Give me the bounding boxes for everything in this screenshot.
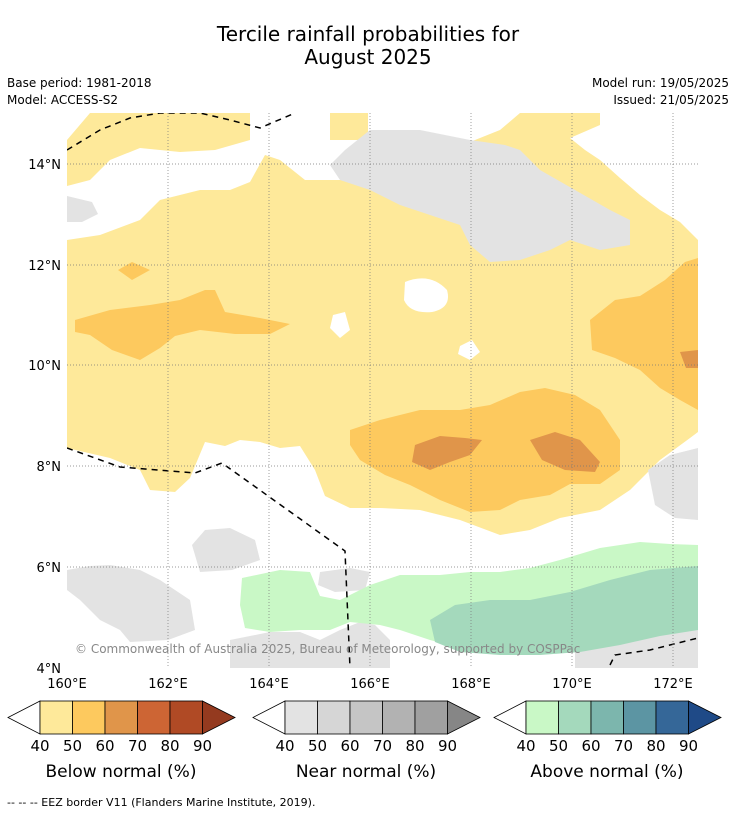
below-normal-50-east xyxy=(590,258,698,410)
lat-label: 14°N xyxy=(28,158,61,173)
colorbar-tick-label: 90 xyxy=(193,737,212,755)
lon-label: 164°E xyxy=(249,677,289,692)
colorbar-swatch xyxy=(623,700,657,735)
colorbar-swatch xyxy=(590,700,624,735)
longitude-labels: 160°E 162°E 164°E 166°E 168°E 170°E 172°E xyxy=(47,677,693,692)
colorbar-tick-label: 90 xyxy=(438,737,457,755)
colorbar: 40 50 60 70 80 90 xyxy=(7,700,236,755)
colorbar-high-triangle xyxy=(202,700,236,735)
colorbar-tick-label: 40 xyxy=(516,737,535,755)
colorbar-swatch xyxy=(382,700,416,735)
base-period: Base period: 1981-2018 xyxy=(7,76,152,90)
below-normal-50-central xyxy=(350,388,620,512)
near-normal-region-sw xyxy=(67,565,195,642)
colorbars: 40 50 60 70 80 90 40 50 60 70 80 90 40 50 60 70 80 90 xyxy=(7,700,722,755)
colorbar-swatch xyxy=(349,700,383,735)
eez-borders xyxy=(67,113,698,668)
colorbar-tick-label: 50 xyxy=(308,737,327,755)
below-normal-40-nw xyxy=(67,113,250,186)
colorbar-tick-label: 70 xyxy=(614,737,633,755)
near-normal-region-small xyxy=(318,568,370,592)
colorbar-tick-label: 80 xyxy=(160,737,179,755)
white-region-ne xyxy=(570,113,698,240)
colorbar-swatch xyxy=(414,700,448,735)
colorbar-tick-label: 70 xyxy=(128,737,147,755)
colorbar-tick-label: 80 xyxy=(405,737,424,755)
colorbar-swatch xyxy=(169,700,203,735)
colorbar-tick-label: 60 xyxy=(340,737,359,755)
lat-label: 12°N xyxy=(28,259,61,274)
lat-label: 8°N xyxy=(37,460,62,475)
colorbar-swatch xyxy=(525,700,559,735)
below-normal-60-patch-3 xyxy=(680,350,698,368)
colorbar-swatch xyxy=(104,700,138,735)
near-normal-region-sw2 xyxy=(192,528,260,572)
colorbar: 40 50 60 70 80 90 xyxy=(252,700,481,755)
colorbar-tick-label: 50 xyxy=(549,737,568,755)
colorbar-high-triangle xyxy=(447,700,481,735)
colorbar-swatch xyxy=(72,700,106,735)
lat-label: 6°N xyxy=(37,561,62,576)
colorbar-tick-label: 40 xyxy=(275,737,294,755)
below-normal-label: Below normal (%) xyxy=(45,762,197,782)
lon-label: 160°E xyxy=(47,677,87,692)
white-island-2 xyxy=(330,312,350,338)
map-gridlines xyxy=(67,113,698,668)
below-normal-50-small xyxy=(118,262,150,280)
colorbar-tick-label: 40 xyxy=(30,737,49,755)
lon-label: 162°E xyxy=(148,677,188,692)
issued-date: Issued: 21/05/2025 xyxy=(613,93,729,107)
colorbar-swatch xyxy=(317,700,351,735)
near-normal-region-south xyxy=(230,622,390,668)
colorbar-swatch xyxy=(137,700,171,735)
near-normal-label: Near normal (%) xyxy=(295,762,437,782)
lon-label: 170°E xyxy=(552,677,592,692)
colorbar-swatch xyxy=(655,700,689,735)
below-normal-50-west xyxy=(75,290,290,360)
colorbar-tick-label: 60 xyxy=(581,737,600,755)
lon-label: 168°E xyxy=(451,677,491,692)
colorbar: 40 50 60 70 80 90 xyxy=(493,700,722,755)
eez-border-legend: -- -- -- EEZ border V11 (Flanders Marine… xyxy=(7,796,316,809)
lon-label: 166°E xyxy=(350,677,390,692)
colorbar-low-triangle xyxy=(252,700,286,735)
model-name: Model: ACCESS-S2 xyxy=(7,93,119,107)
near-normal-region-west-edge xyxy=(67,196,98,222)
colorbar-tick-label: 50 xyxy=(63,737,82,755)
colorbar-tick-label: 80 xyxy=(646,737,665,755)
latitude-labels: 14°N 12°N 10°N 8°N 6°N 4°N xyxy=(28,158,61,677)
lat-label: 10°N xyxy=(28,359,61,374)
colorbar-swatch xyxy=(284,700,318,735)
below-normal-60-patch-1 xyxy=(412,436,482,470)
chart-title-line2: August 2025 xyxy=(304,45,432,69)
white-island-1 xyxy=(404,278,448,313)
colorbar-swatch xyxy=(558,700,592,735)
colorbar-swatch xyxy=(39,700,73,735)
near-normal-region-north xyxy=(330,130,630,262)
above-normal-label: Above normal (%) xyxy=(530,762,684,782)
above-normal-50-region xyxy=(430,566,698,655)
colorbar-low-triangle xyxy=(7,700,41,735)
lon-label: 172°E xyxy=(653,677,693,692)
below-normal-60-patch-2 xyxy=(530,432,600,472)
white-island-3 xyxy=(458,340,480,360)
colorbar-tick-label: 70 xyxy=(373,737,392,755)
colorbar-high-triangle xyxy=(688,700,722,735)
chart-title-line1: Tercile rainfall probabilities for xyxy=(216,22,520,46)
colorbar-tick-label: 90 xyxy=(679,737,698,755)
lat-label: 4°N xyxy=(37,662,62,677)
model-run-date: Model run: 19/05/2025 xyxy=(591,76,729,90)
copyright-notice: © Commonwealth of Australia 2025, Bureau… xyxy=(75,642,580,656)
colorbar-tick-label: 60 xyxy=(95,737,114,755)
colorbar-low-triangle xyxy=(493,700,527,735)
map-fields xyxy=(67,113,698,668)
